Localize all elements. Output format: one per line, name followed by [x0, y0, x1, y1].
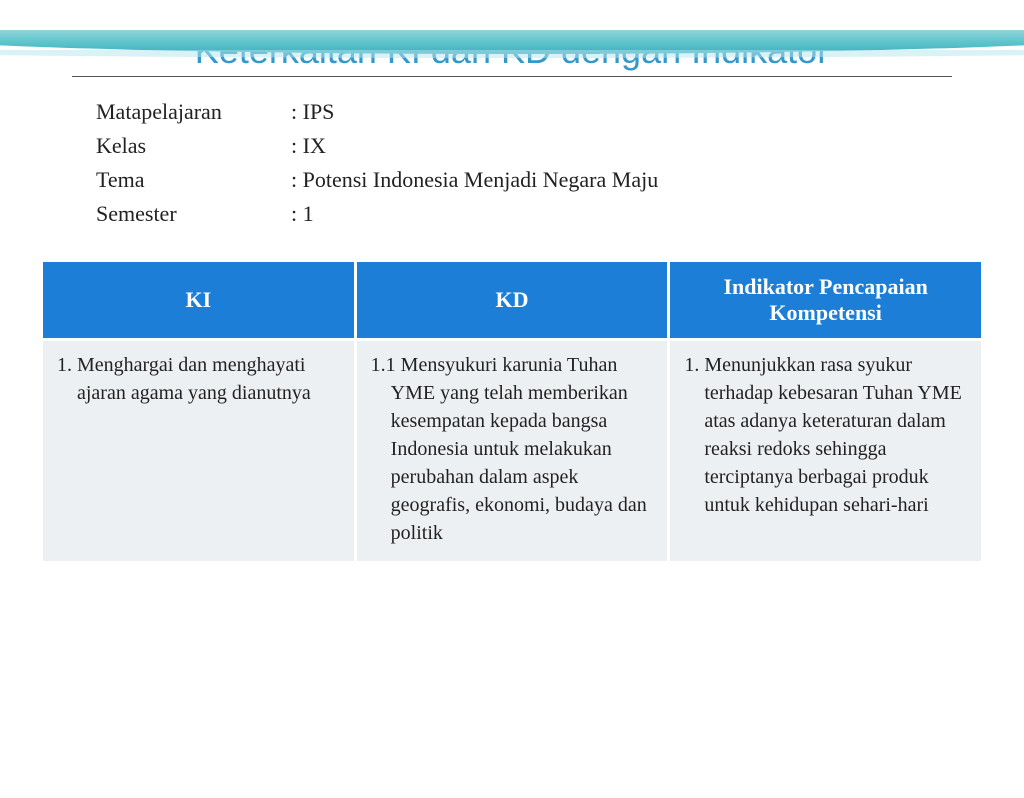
cell-kd: 1.1 Mensyukuri karunia Tuhan YME yang te… [357, 341, 668, 561]
cell-ki: 1. Menghargai dan menghayati ajaran agam… [43, 341, 354, 561]
col-kd: KD [357, 262, 668, 338]
info-label: Tema [96, 163, 291, 197]
decorative-wave [0, 30, 1024, 54]
info-label: Kelas [96, 129, 291, 163]
cell-indikator: 1. Menunjukkan rasa syukur terhadap kebe… [670, 341, 981, 561]
info-row: Semester : 1 [96, 197, 1024, 231]
cell-text: 1.1 Mensyukuri karunia Tuhan YME yang te… [371, 351, 654, 547]
info-row: Kelas : IX [96, 129, 1024, 163]
info-value: : Potensi Indonesia Menjadi Negara Maju [291, 163, 658, 197]
col-indikator: Indikator Pencapaian Kompetensi [670, 262, 981, 338]
info-label: Semester [96, 197, 291, 231]
col-ki: KI [43, 262, 354, 338]
info-row: Matapelajaran : IPS [96, 95, 1024, 129]
title-underline [72, 76, 953, 77]
table-container: KI KD Indikator Pencapaian Kompetensi 1.… [40, 259, 984, 564]
table-row: 1. Menghargai dan menghayati ajaran agam… [43, 341, 981, 561]
ki-kd-table: KI KD Indikator Pencapaian Kompetensi 1.… [40, 259, 984, 564]
info-block: Matapelajaran : IPS Kelas : IX Tema : Po… [96, 95, 1024, 231]
info-label: Matapelajaran [96, 95, 291, 129]
cell-text: 1. Menghargai dan menghayati ajaran agam… [57, 351, 340, 407]
info-value: : IX [291, 129, 326, 163]
table-header-row: KI KD Indikator Pencapaian Kompetensi [43, 262, 981, 338]
info-row: Tema : Potensi Indonesia Menjadi Negara … [96, 163, 1024, 197]
info-value: : 1 [291, 197, 314, 231]
cell-text: 1. Menunjukkan rasa syukur terhadap kebe… [684, 351, 967, 519]
info-value: : IPS [291, 95, 334, 129]
